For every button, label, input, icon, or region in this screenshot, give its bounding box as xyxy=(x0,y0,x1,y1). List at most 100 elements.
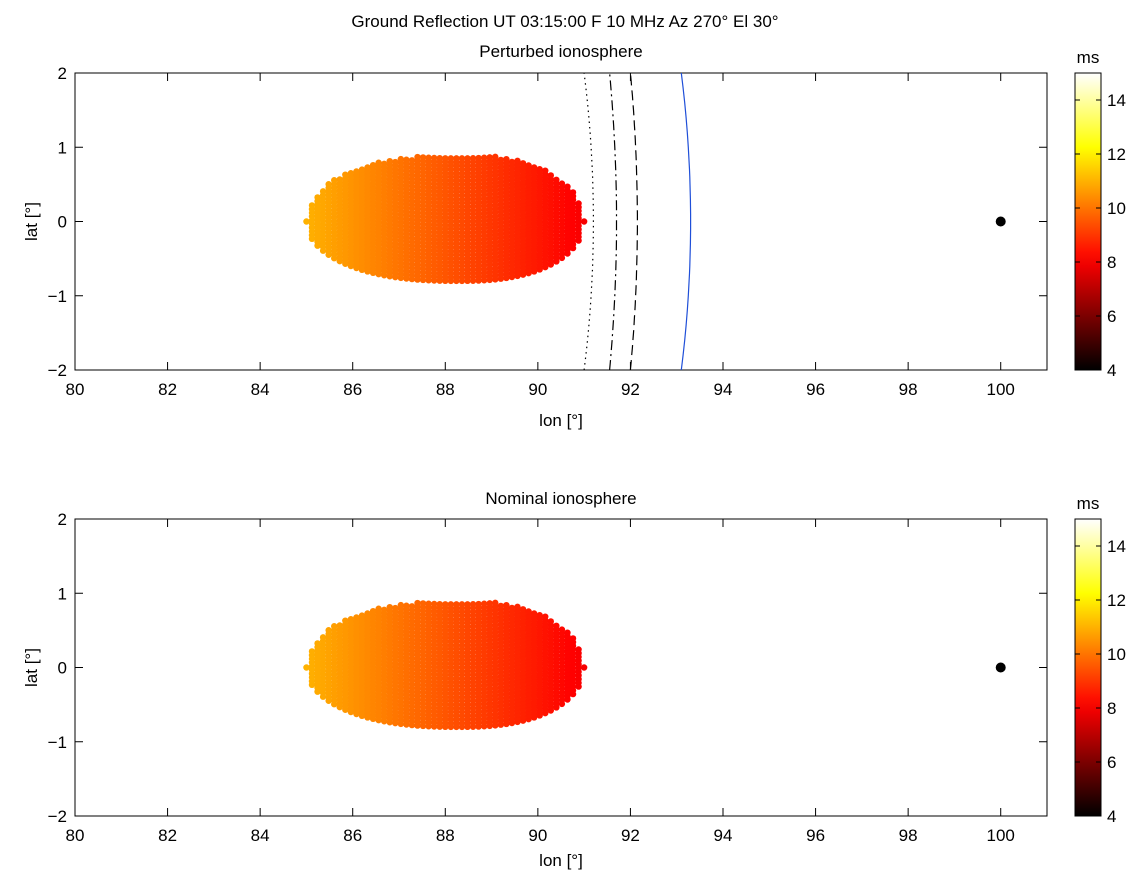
scatter-point xyxy=(336,176,343,183)
scatter-point xyxy=(347,170,355,177)
scatter-point xyxy=(530,164,538,171)
scatter-points xyxy=(303,599,588,731)
scatter-point xyxy=(569,635,577,642)
colorbar-label: ms xyxy=(1077,494,1100,513)
colorbar-tick-label: 10 xyxy=(1107,199,1126,218)
scatter-point xyxy=(475,154,482,162)
scatter-point xyxy=(536,612,543,619)
x-tick-label: 86 xyxy=(343,380,362,399)
contour-line-dotted xyxy=(583,72,594,371)
scatter-point xyxy=(353,614,360,621)
scatter-point xyxy=(408,603,416,610)
scatter-point xyxy=(530,610,538,617)
scatter-point xyxy=(430,154,438,162)
contour-line-solid xyxy=(680,72,692,371)
scatter-point xyxy=(397,155,405,163)
scatter-point xyxy=(358,612,366,619)
scatter-point xyxy=(314,640,321,647)
x-axis-label: lon [°] xyxy=(539,851,583,870)
scatter-point xyxy=(469,601,477,608)
colorbar-tick-label: 12 xyxy=(1107,591,1126,610)
x-tick-label: 82 xyxy=(158,826,177,845)
scatter-point xyxy=(447,601,455,608)
scatter-point xyxy=(308,202,316,209)
scatter-point xyxy=(425,600,432,607)
x-tick-label: 90 xyxy=(528,826,547,845)
x-tick-label: 80 xyxy=(66,380,85,399)
contour-line-dashed xyxy=(629,72,638,371)
scatter-point xyxy=(442,155,449,162)
scatter-point xyxy=(347,616,355,623)
colorbar: 4 6 8 10 12 14 ms xyxy=(1074,494,1126,826)
scatter-point xyxy=(380,606,388,614)
y-tick-label: 0 xyxy=(58,659,67,678)
scatter-points xyxy=(303,153,588,285)
scatter-point xyxy=(492,599,499,607)
figure-title: Ground Reflection UT 03:15:00 F 10 MHz A… xyxy=(351,12,778,31)
scatter-point xyxy=(564,629,571,636)
scatter-point xyxy=(492,153,499,161)
scatter-point xyxy=(364,164,371,171)
colorbar-tick-label: 4 xyxy=(1107,361,1116,380)
colorbar-tick-label: 4 xyxy=(1107,807,1116,826)
colorbar-tick-label: 8 xyxy=(1107,699,1116,718)
scatter-point xyxy=(575,646,582,653)
colorbar-label: ms xyxy=(1077,48,1100,67)
scatter-point xyxy=(475,600,482,608)
scatter-point xyxy=(536,166,543,173)
colorbar-tick-label: 12 xyxy=(1107,145,1126,164)
y-tick-label: −1 xyxy=(48,733,67,752)
scatter-point xyxy=(486,600,493,607)
scatter-point xyxy=(303,664,310,671)
scatter-point xyxy=(414,599,421,607)
colorbar-tick-label: 14 xyxy=(1107,537,1126,556)
scatter-point xyxy=(525,608,532,615)
colorbar-tick-label: 10 xyxy=(1107,645,1126,664)
x-tick-label: 96 xyxy=(806,380,825,399)
y-tick-label: 2 xyxy=(58,64,67,83)
x-tick-label: 84 xyxy=(251,380,270,399)
scatter-point xyxy=(419,600,427,607)
scatter-point xyxy=(453,601,460,608)
y-tick-label: 1 xyxy=(58,138,67,157)
scatter-point xyxy=(325,181,332,188)
scatter-point xyxy=(580,218,588,225)
colorbar-gradient xyxy=(1074,518,1102,817)
scatter-point xyxy=(542,613,549,620)
scatter-point xyxy=(569,189,577,196)
colorbar-tick-label: 8 xyxy=(1107,253,1116,272)
y-tick-label: −1 xyxy=(48,287,67,306)
x-tick-label: 88 xyxy=(436,826,455,845)
scatter-point xyxy=(547,172,555,179)
x-tick-label: 100 xyxy=(987,826,1015,845)
scatter-point xyxy=(525,162,532,169)
colorbar-gradient xyxy=(1074,72,1102,371)
scatter-point xyxy=(442,601,449,608)
x-tick-label: 90 xyxy=(528,380,547,399)
x-tick-label: 98 xyxy=(899,826,918,845)
scatter-point xyxy=(514,603,521,611)
scatter-point xyxy=(430,600,438,608)
scatter-point xyxy=(386,157,393,165)
y-tick-label: −2 xyxy=(48,361,67,380)
panel-title: Perturbed ionosphere xyxy=(479,42,643,61)
scatter-point xyxy=(414,153,421,161)
scatter-point xyxy=(319,188,327,195)
scatter-point xyxy=(542,167,549,174)
scatter-point xyxy=(519,606,527,613)
y-axis-label: lat [°] xyxy=(22,202,41,241)
y-tick-label: 2 xyxy=(58,510,67,529)
scatter-point xyxy=(558,180,566,187)
scatter-point xyxy=(458,601,466,608)
x-tick-label: 86 xyxy=(343,826,362,845)
scatter-point xyxy=(314,194,321,201)
x-axis-label: lon [°] xyxy=(539,411,583,430)
scatter-point xyxy=(503,155,510,163)
scatter-point xyxy=(519,160,527,167)
scatter-point xyxy=(392,604,399,612)
scatter-point xyxy=(480,154,488,161)
x-tick-label: 100 xyxy=(987,380,1015,399)
scatter-point xyxy=(353,168,360,175)
scatter-point xyxy=(575,200,582,207)
